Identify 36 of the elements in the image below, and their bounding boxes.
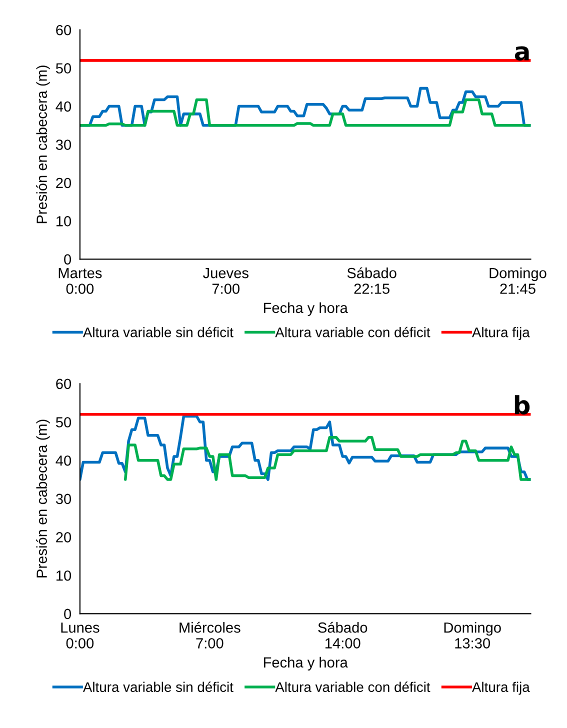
x-tick-label: Domingo 13:30 bbox=[444, 622, 501, 648]
y-tick-label: 30 bbox=[56, 494, 72, 504]
x-tick-label: Miércoles 7:00 bbox=[180, 622, 240, 648]
y-tick-label: 60 bbox=[56, 24, 72, 36]
y-tick-label: 60 bbox=[56, 378, 72, 390]
y-tick-label: 40 bbox=[56, 101, 72, 112]
x-tick-label: Lunes 0:00 bbox=[61, 622, 100, 648]
x-tick-label: Sábado 14:00 bbox=[318, 622, 368, 648]
legend-label: Altura variable con déficit bbox=[275, 326, 430, 338]
x-tick-label: Martes 0:00 bbox=[58, 268, 102, 294]
y-tick-label: 0 bbox=[64, 254, 72, 265]
y-tick-label: 10 bbox=[56, 216, 72, 226]
y-tick-label: 20 bbox=[56, 532, 72, 542]
line-series bbox=[80, 98, 531, 127]
x-axis-title: Fecha y hora bbox=[264, 302, 348, 316]
x-axis-title: Fecha y hora bbox=[264, 656, 348, 670]
y-axis-title: Presión en cabecera (m) bbox=[36, 66, 50, 224]
y-tick-label: 0 bbox=[64, 608, 72, 620]
legend-label: Altura variable sin déficit bbox=[82, 682, 234, 692]
y-tick-label: 50 bbox=[56, 417, 72, 428]
legend-label: Altura fija bbox=[472, 327, 530, 340]
y-axis-title: Presión en cabecera (m) bbox=[36, 420, 50, 578]
legend-label: Altura fija bbox=[472, 682, 530, 695]
x-tick-label: Jueves 7:00 bbox=[203, 268, 248, 294]
annotation: b bbox=[514, 395, 530, 415]
legend-label: Altura variable con déficit bbox=[275, 682, 430, 692]
y-tick-label: 10 bbox=[56, 570, 72, 581]
legend-label: Altura variable sin déficit bbox=[82, 326, 234, 338]
x-tick-label: Domingo 21:45 bbox=[490, 268, 546, 294]
line-series bbox=[124, 436, 531, 481]
annotation: a bbox=[514, 46, 529, 61]
y-tick-label: 20 bbox=[56, 178, 72, 188]
y-tick-label: 30 bbox=[56, 140, 72, 150]
y-tick-label: 40 bbox=[56, 455, 72, 466]
x-tick-label: Sábado 22:15 bbox=[347, 267, 396, 294]
y-tick-label: 50 bbox=[56, 63, 72, 74]
